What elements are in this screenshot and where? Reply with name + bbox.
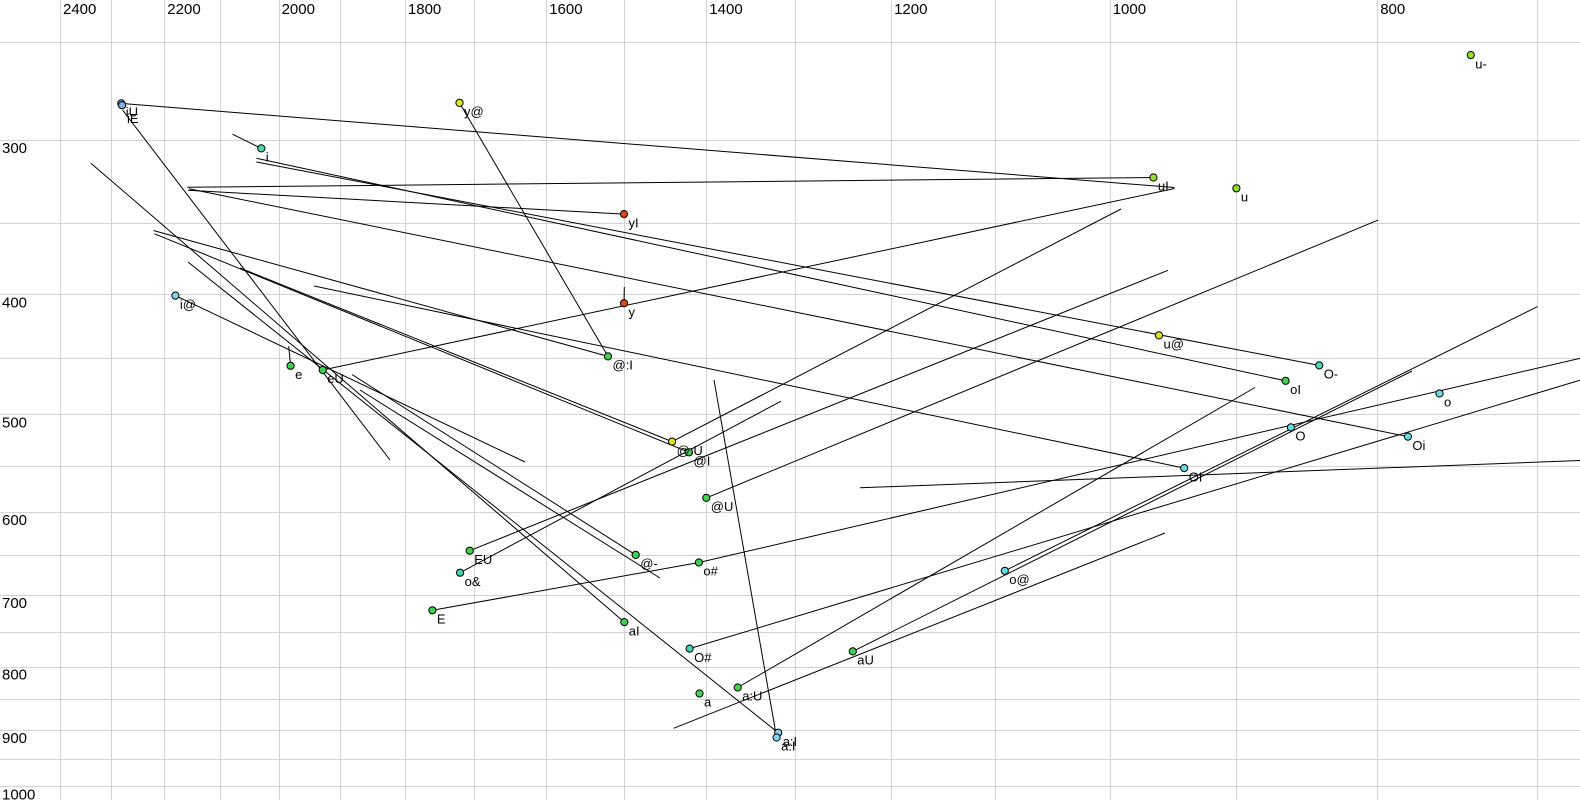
svg-text:y@: y@ <box>464 104 484 119</box>
svg-text:o@: o@ <box>1009 572 1029 587</box>
svg-text:@-: @- <box>640 556 658 571</box>
svg-text:1200: 1200 <box>894 1 927 18</box>
svg-text:o: o <box>1444 395 1451 410</box>
svg-text:1800: 1800 <box>408 1 441 18</box>
svg-text:600: 600 <box>2 512 27 529</box>
svg-text:oI: oI <box>1290 382 1301 397</box>
svg-text:aU: aU <box>857 653 874 668</box>
svg-text:1400: 1400 <box>709 1 742 18</box>
svg-text:eU: eU <box>327 371 344 386</box>
svg-text:700: 700 <box>2 595 27 612</box>
svg-text:1600: 1600 <box>549 1 582 18</box>
svg-text:u-: u- <box>1475 56 1487 71</box>
svg-text:@U: @U <box>711 499 734 514</box>
svg-text:aI: aI <box>629 623 640 638</box>
svg-text:E: E <box>437 612 446 627</box>
svg-text:o&: o& <box>465 574 481 589</box>
svg-text:a:I: a:I <box>781 739 795 754</box>
svg-text:1000: 1000 <box>2 787 35 801</box>
svg-text:800: 800 <box>2 667 27 684</box>
svg-text:300: 300 <box>2 140 27 157</box>
svg-text:1000: 1000 <box>1113 1 1146 18</box>
svg-text:a: a <box>704 695 712 710</box>
svg-text:u@: u@ <box>1164 337 1184 352</box>
svg-text:iE: iE <box>127 111 139 126</box>
svg-text:o#: o# <box>703 564 718 579</box>
svg-text:500: 500 <box>2 414 27 431</box>
svg-text:O#: O# <box>694 650 712 665</box>
svg-text:Oi: Oi <box>1412 438 1425 453</box>
svg-text:2200: 2200 <box>167 1 200 18</box>
svg-text:u: u <box>1241 190 1248 205</box>
svg-text:OI: OI <box>1189 469 1203 484</box>
svg-text:O: O <box>1295 429 1305 444</box>
svg-text:2000: 2000 <box>282 1 315 18</box>
svg-text:uI: uI <box>1158 179 1169 194</box>
svg-text:@:I: @:I <box>613 358 633 373</box>
svg-text:900: 900 <box>2 730 27 747</box>
svg-text:EU: EU <box>474 552 492 567</box>
svg-text:y: y <box>629 304 636 319</box>
svg-text:e: e <box>295 367 302 382</box>
svg-text:@I: @I <box>694 454 711 469</box>
svg-text:2400: 2400 <box>63 1 96 18</box>
svg-text:400: 400 <box>2 295 27 312</box>
svg-text:O-: O- <box>1324 367 1338 382</box>
svg-text:i@: i@ <box>180 297 196 312</box>
svg-text:800: 800 <box>1380 1 1405 18</box>
svg-text:i: i <box>266 150 269 165</box>
svg-text:a:U: a:U <box>742 689 762 704</box>
svg-text:yI: yI <box>629 215 639 230</box>
